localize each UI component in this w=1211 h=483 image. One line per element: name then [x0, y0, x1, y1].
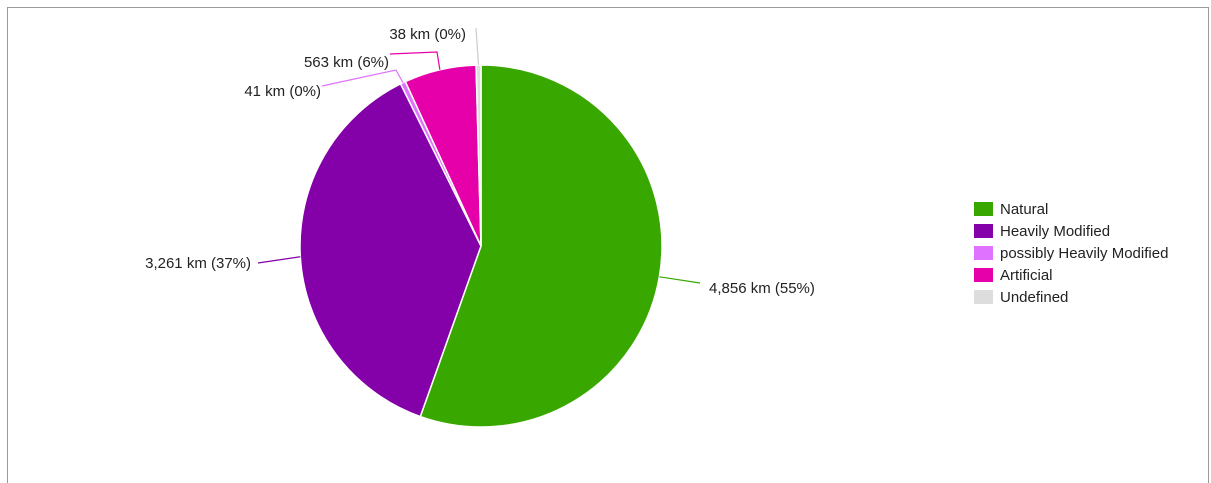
legend-label: Heavily Modified — [1000, 223, 1110, 240]
slice-label-leaders — [257, 27, 701, 284]
leader-line-heavily-modified — [257, 256, 301, 264]
legend-swatch — [974, 202, 993, 216]
legend-swatch — [974, 268, 993, 282]
legend-item-natural[interactable]: Natural — [974, 201, 1048, 218]
slice-label-heavily-modified: 3,261 km (37%) — [145, 255, 251, 272]
legend-item-heavily-modified[interactable]: Heavily Modified — [974, 223, 1110, 240]
legend-label: possibly Heavily Modified — [1000, 245, 1168, 262]
pie-slices — [299, 64, 663, 428]
legend-swatch — [974, 290, 993, 304]
slice-labels: 4,856 km (55%) 3,261 km (37%) 41 km (0%) 56… — [145, 26, 815, 297]
leader-line-artificial — [389, 51, 441, 70]
slice-label-natural: 4,856 km (55%) — [709, 280, 815, 297]
leader-line-natural — [659, 276, 701, 284]
legend-label: Undefined — [1000, 289, 1068, 306]
leader-line-possibly-heavily-modified — [321, 69, 404, 87]
legend-label: Artificial — [1000, 267, 1053, 284]
legend: Natural Heavily Modified possibly Heavily … — [974, 201, 1168, 306]
pie-slice-natural[interactable] — [419, 64, 663, 428]
legend-label: Natural — [1000, 201, 1048, 218]
legend-item-artificial[interactable]: Artificial — [974, 267, 1053, 284]
slice-label-undefined: 38 km (0%) — [389, 26, 466, 43]
legend-swatch — [974, 246, 993, 260]
chart-frame — [7, 7, 1209, 483]
legend-swatch — [974, 224, 993, 238]
leader-line-undefined — [475, 27, 480, 66]
legend-item-undefined[interactable]: Undefined — [974, 289, 1068, 306]
slice-label-possibly-heavily-modified: 41 km (0%) — [244, 83, 321, 100]
slice-label-artificial: 563 km (6%) — [304, 54, 389, 71]
legend-item-possibly-heavily-modified[interactable]: possibly Heavily Modified — [974, 245, 1168, 262]
